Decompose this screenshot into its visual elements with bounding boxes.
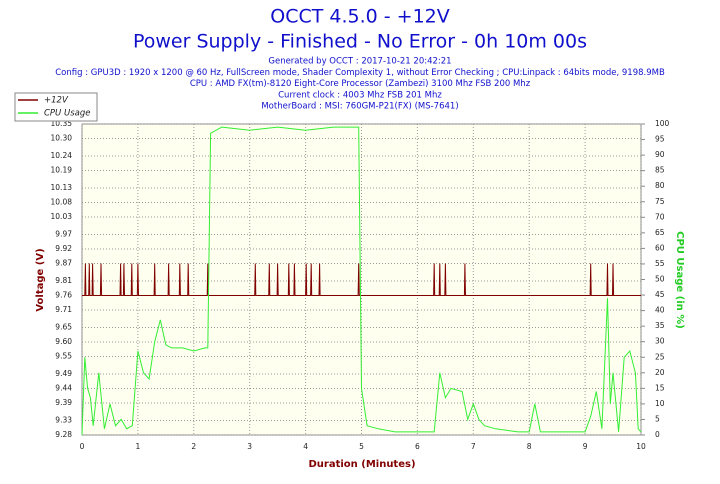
y2-tick-label: 25 <box>655 352 665 361</box>
y-tick-label: 9.87 <box>55 259 72 268</box>
y2-tick-label: 30 <box>655 337 665 346</box>
series-line <box>82 263 641 296</box>
info-line: Config : GPU3D : 1920 x 1200 @ 60 Hz, Fu… <box>55 68 665 78</box>
y2-tick-label: 90 <box>655 150 665 159</box>
y-tick-label: 9.60 <box>55 337 72 346</box>
y-tick-label: 9.71 <box>55 305 72 314</box>
y2-tick-label: 95 <box>655 135 665 144</box>
y-tick-label: 10.03 <box>51 212 73 221</box>
x-tick-label: 8 <box>527 442 532 451</box>
x-tick-label: 0 <box>80 442 85 451</box>
y2-tick-label: 40 <box>655 306 665 315</box>
y-tick-label: 10.24 <box>51 151 73 160</box>
x-tick-label: 2 <box>191 442 196 451</box>
y2-tick-label: 60 <box>655 243 665 252</box>
y2-tick-label: 50 <box>655 275 665 284</box>
x-tick-label: 1 <box>136 442 141 451</box>
series-line <box>81 126 642 436</box>
y2-tick-label: 70 <box>655 212 665 221</box>
x-tick-label: 7 <box>471 442 476 451</box>
y2-tick-label: 5 <box>655 414 660 423</box>
y-tick-label: 9.65 <box>55 322 72 331</box>
legend-label: CPU Usage <box>44 109 90 119</box>
info-line: CPU : AMD FX(tm)-8120 Eight-Core Process… <box>190 79 531 89</box>
legend-box <box>14 92 98 122</box>
y-tick-label: 9.28 <box>55 430 72 439</box>
x-tick-label: 3 <box>247 442 252 451</box>
y2-tick-label: 80 <box>655 181 665 190</box>
y-tick-label: 10.19 <box>51 166 73 175</box>
y2-tick-label: 35 <box>655 321 665 330</box>
y2-tick-label: 55 <box>655 259 665 268</box>
y-tick-label: 9.92 <box>55 244 72 253</box>
info-line: Current clock : 4003 Mhz FSB 201 Mhz <box>278 90 442 100</box>
y-tick-label: 9.76 <box>55 290 72 299</box>
x-tick-label: 4 <box>303 442 308 451</box>
info-line: Generated by OCCT : 2017-10-21 20:42:21 <box>268 57 451 67</box>
y2-tick-label: 100 <box>655 119 670 128</box>
x-tick-label: 5 <box>359 442 364 451</box>
y-tick-label: 10.35 <box>51 119 73 128</box>
y2-tick-label: 15 <box>655 383 665 392</box>
y2-tick-label: 85 <box>655 166 665 175</box>
y-tick-label: 10.13 <box>51 183 73 192</box>
y-tick-label: 10.08 <box>51 197 73 206</box>
x-tick-label: 9 <box>583 442 588 451</box>
y-tick-label: 9.39 <box>55 398 72 407</box>
y-tick-label: 9.44 <box>55 383 72 392</box>
y-tick-label: 10.30 <box>51 134 73 143</box>
y2-tick-label: 10 <box>655 399 665 408</box>
chart-subtitle: Power Supply - Finished - No Error - 0h … <box>133 31 587 53</box>
y-tick-label: 9.49 <box>55 369 72 378</box>
y2-tick-label: 45 <box>655 290 665 299</box>
y2-tick-label: 20 <box>655 368 665 377</box>
chart-title: OCCT 4.5.0 - +12V <box>270 6 450 28</box>
y-tick-label: 9.97 <box>55 229 72 238</box>
y-tick-label: 9.81 <box>55 276 72 285</box>
x-axis-label: Duration (Minutes) <box>308 459 415 470</box>
y-tick-label: 9.55 <box>55 352 72 361</box>
y2-tick-label: 0 <box>655 430 660 439</box>
y-tick-label: 9.33 <box>55 415 72 424</box>
info-line: MotherBoard : MSI: 760GM-P21(FX) (MS-764… <box>261 102 458 112</box>
x-tick-label: 6 <box>415 442 420 451</box>
y2-tick-label: 65 <box>655 228 665 237</box>
y2-tick-label: 75 <box>655 197 665 206</box>
legend-label: +12V <box>44 96 69 106</box>
x-tick-label: 10 <box>636 442 646 451</box>
y2-axis-label: CPU Usage (in %) <box>674 231 685 329</box>
y-axis-label: Voltage (V) <box>35 248 46 311</box>
